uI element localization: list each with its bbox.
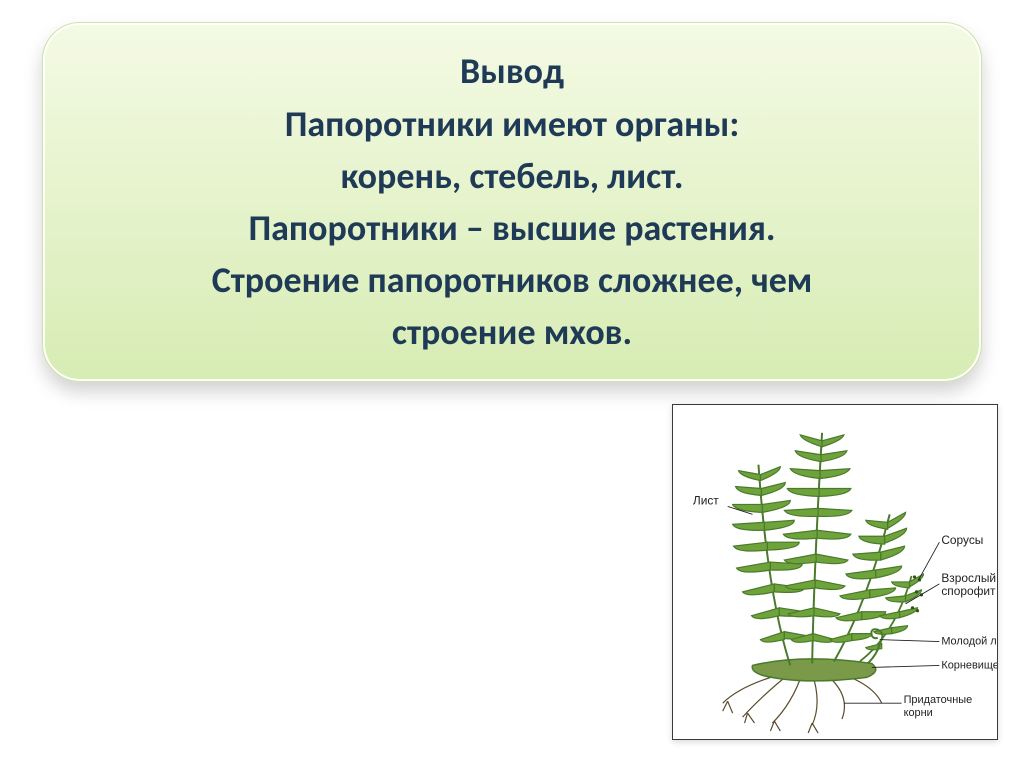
card-line-2: Папоротники имеют органы: — [285, 102, 740, 146]
card-line-6: строение мхов. — [392, 310, 632, 354]
rhizome-group — [752, 659, 876, 681]
card-line-3: корень, стебель, лист. — [340, 154, 683, 198]
conclusion-card: Вывод Папоротники имеют органы: корень, … — [42, 22, 982, 382]
slide-stage: Вывод Папоротники имеют органы: корень, … — [0, 0, 1024, 767]
fern-diagram: Лист Сорусы Взрослый спорофит Молодой ли… — [672, 404, 998, 740]
conclusion-text: Вывод Папоротники имеют органы: корень, … — [212, 45, 813, 358]
fern-svg: Лист Сорусы Взрослый спорофит Молодой ли… — [673, 405, 997, 739]
frond-left — [733, 465, 807, 666]
fronds-group — [733, 433, 924, 666]
label-sporophyte: Взрослый спорофит — [941, 571, 997, 598]
label-young-leaf: Молодой лист — [941, 636, 997, 648]
card-line-5: Строение папоротников сложнее, чем — [212, 258, 813, 302]
label-rhizome: Корневище — [941, 659, 997, 671]
label-sori: Сорусы — [941, 533, 983, 547]
card-line-1: Вывод — [460, 49, 564, 93]
frond-center — [783, 433, 852, 664]
label-roots: Придаточные корни — [904, 694, 976, 719]
card-line-4: Папоротники – высшие растения. — [248, 206, 775, 250]
label-leaf: Лист — [693, 493, 719, 507]
